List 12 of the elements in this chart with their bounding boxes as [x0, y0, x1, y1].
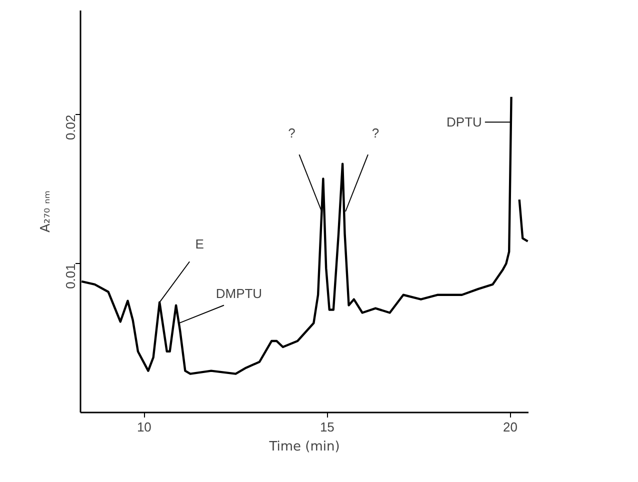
y-tick-label: 0.01 [63, 264, 78, 289]
y-axis-title: A₂₇₀ ₙₘ [38, 190, 54, 232]
y-tick-label: 0.02 [63, 114, 78, 140]
annotation: ? [372, 125, 380, 140]
x-tick-label: 10 [136, 420, 152, 434]
x-axis-title: Time (min) [268, 440, 340, 454]
x-tick-label: 20 [502, 420, 518, 434]
annotation: E [195, 236, 204, 252]
x-tick-label: 15 [320, 420, 334, 434]
annotation: DPTU [446, 114, 482, 130]
annotation: ? [288, 125, 296, 140]
annotation: DMPTU [216, 286, 262, 301]
